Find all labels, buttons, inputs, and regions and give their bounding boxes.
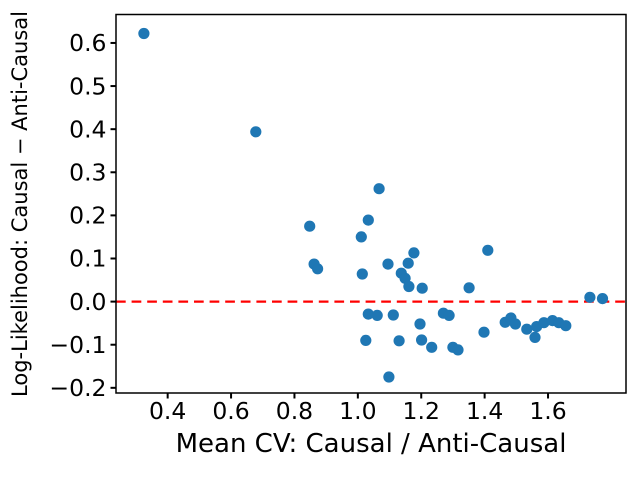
data-point (250, 126, 262, 138)
x-axis-ticks: 0.4 0.6 0.8 1.0 1.2 1.4 1.6 (149, 393, 567, 425)
x-tick-label: 1.2 (403, 397, 440, 425)
data-point (521, 323, 533, 335)
plot-area (116, 14, 626, 393)
data-point (383, 371, 395, 383)
y-tick-label: −0.1 (49, 331, 106, 359)
data-point (402, 257, 414, 269)
data-point (360, 334, 372, 346)
y-tick-label: −0.2 (49, 374, 106, 402)
data-point (382, 258, 394, 270)
y-axis-ticks: −0.2 −0.1 0.0 0.1 0.2 0.3 0.4 0.5 0.6 (49, 29, 116, 402)
y-tick-label: 0.1 (69, 245, 106, 273)
data-point (529, 331, 541, 343)
data-point (416, 334, 428, 346)
data-point (362, 214, 374, 226)
data-point (373, 183, 385, 195)
data-point (414, 318, 426, 330)
data-point (387, 309, 399, 321)
data-point (482, 244, 494, 256)
data-point (355, 231, 367, 243)
y-tick-label: 0.0 (69, 288, 106, 316)
x-tick-label: 0.4 (149, 397, 186, 425)
data-point (452, 344, 464, 356)
x-tick-label: 1.0 (339, 397, 376, 425)
y-tick-label: 0.6 (69, 29, 106, 57)
x-tick-label: 1.6 (529, 397, 566, 425)
data-point (463, 282, 475, 294)
data-point (416, 282, 428, 294)
y-tick-label: 0.5 (69, 72, 106, 100)
data-point (371, 309, 383, 321)
x-tick-label: 0.8 (276, 397, 313, 425)
data-point (478, 326, 490, 338)
y-tick-label: 0.2 (69, 202, 106, 230)
x-tick-label: 1.4 (466, 397, 503, 425)
data-point (584, 291, 596, 303)
data-point (426, 341, 438, 353)
data-point (509, 318, 521, 330)
data-point (403, 280, 415, 293)
data-point (596, 293, 609, 305)
data-point (312, 263, 324, 275)
data-point (393, 335, 405, 347)
data-point (362, 308, 374, 320)
data-point (560, 320, 572, 332)
x-tick-label: 0.6 (212, 397, 249, 425)
data-point (538, 317, 550, 329)
y-axis-label: Log-Likelihood: Causal − Anti-Causal (8, 11, 32, 397)
plot-border (115, 13, 627, 394)
y-tick-label: 0.3 (69, 158, 106, 186)
data-point (443, 309, 455, 321)
data-point (408, 247, 420, 259)
data-point (356, 268, 368, 280)
scatter-points (138, 27, 609, 383)
y-tick-label: 0.4 (69, 115, 106, 143)
data-point (138, 27, 150, 40)
data-point (304, 220, 316, 232)
x-axis-label: Mean CV: Causal / Anti-Causal (176, 429, 567, 459)
